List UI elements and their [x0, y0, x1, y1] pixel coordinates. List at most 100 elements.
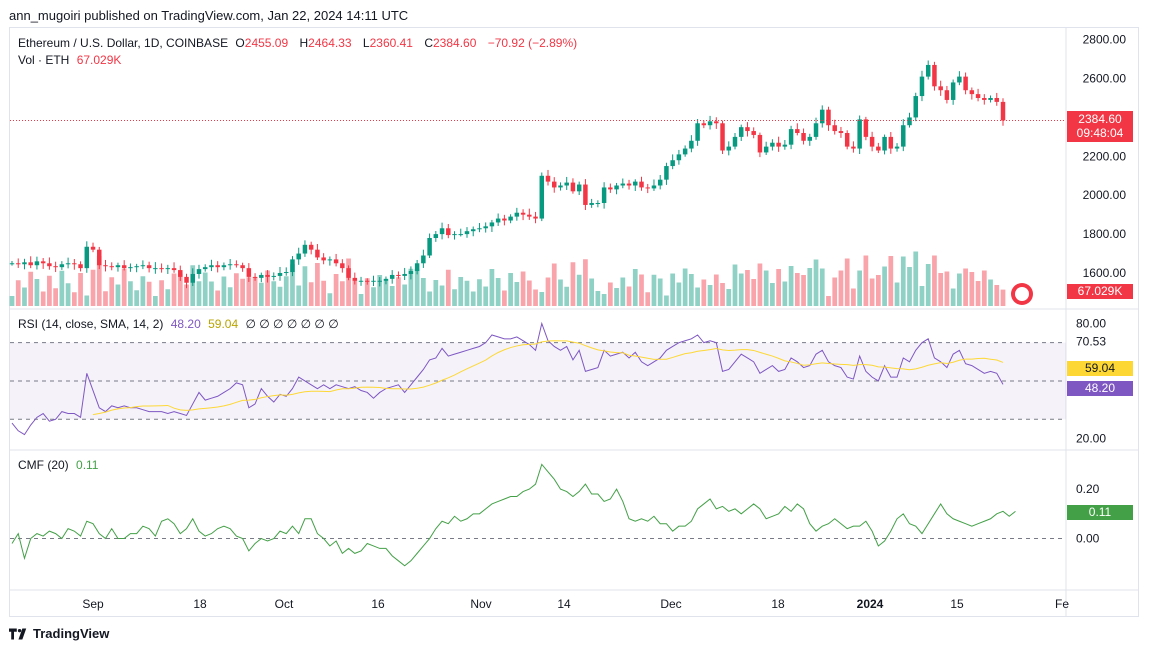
candle-body	[72, 263, 77, 265]
time-tick-label: Fe	[1055, 597, 1069, 611]
volume-bar	[707, 285, 713, 306]
volume-bar	[583, 259, 588, 306]
candle-body	[202, 267, 208, 270]
candle-body	[670, 160, 675, 167]
candle-body	[932, 64, 937, 87]
candle-body	[9, 263, 15, 265]
publisher-line: ann_mugoiri published on TradingView.com…	[9, 8, 409, 23]
candle-body	[59, 264, 65, 268]
candle-body	[352, 277, 358, 281]
volume-bar	[639, 274, 644, 306]
candle-body	[259, 274, 264, 278]
candle-body	[994, 98, 1000, 102]
volume-bar	[234, 273, 239, 306]
candle-body	[651, 185, 657, 189]
candle-body	[601, 187, 607, 203]
candle-body	[209, 265, 214, 268]
volume-bar	[838, 270, 844, 306]
volume-bar	[246, 277, 252, 306]
current-price: 2384.60	[1078, 112, 1122, 126]
volume-bar	[900, 256, 906, 306]
candle-body	[452, 234, 457, 236]
volume-bar	[59, 270, 65, 306]
cmf-label[interactable]: CMF (20)	[18, 458, 69, 472]
volume-bar	[533, 289, 538, 306]
candle-body	[277, 273, 283, 276]
volume-bar	[389, 286, 395, 306]
candle-body	[745, 127, 750, 132]
rsi-sma-badge: 59.04	[1067, 361, 1133, 376]
rsi-value: 48.20	[170, 317, 201, 331]
candle-body	[165, 268, 171, 270]
symbol-label[interactable]: Ethereum / U.S. Dollar, 1D, COINBASE	[18, 36, 229, 50]
candle-body	[308, 244, 314, 250]
volume-bar	[483, 286, 489, 306]
candle-body	[128, 267, 133, 269]
volume-bar	[682, 268, 688, 306]
candle-body	[15, 263, 21, 265]
volume-bar	[65, 283, 71, 306]
volume-bar	[657, 278, 663, 306]
volume-bar	[526, 280, 532, 306]
candle-body	[109, 266, 114, 268]
volume-bar	[726, 289, 732, 306]
candle-body	[726, 146, 732, 151]
candle-body	[676, 154, 682, 161]
candle-body	[857, 119, 862, 149]
volume-bar	[196, 281, 202, 306]
volume-bar	[40, 291, 46, 306]
candle-body	[844, 133, 850, 147]
rsi-legend: RSI (14, close, SMA, 14, 2) 48.20 59.04 …	[18, 317, 343, 331]
volume-bar	[925, 264, 931, 306]
footer-brand[interactable]: TradingView	[9, 626, 109, 641]
open-value: 2455.09	[244, 36, 289, 50]
volume-bar	[184, 284, 189, 306]
candle-body	[439, 228, 445, 235]
candle-body	[701, 123, 707, 126]
cmf-value: 0.11	[76, 458, 99, 472]
volume-bar	[770, 283, 775, 306]
candle-body	[963, 76, 968, 91]
time-tick-label: 15	[950, 597, 964, 611]
candle-body	[950, 82, 956, 100]
volume-bar	[913, 251, 919, 306]
rsi-tick-label: 20.00	[1076, 431, 1106, 445]
volume-bar	[963, 268, 968, 306]
volume-bar	[414, 269, 420, 306]
open-label: O2455.09	[235, 36, 289, 50]
candle-body	[738, 127, 744, 137]
candle-body	[502, 218, 507, 221]
volume-bar	[502, 290, 507, 306]
candle-body	[645, 187, 650, 189]
volume-bar	[763, 270, 769, 306]
volume-label[interactable]: Vol · ETH	[18, 53, 70, 67]
volume-bar	[103, 291, 108, 306]
volume-bar	[545, 277, 551, 306]
candle-body	[714, 121, 719, 124]
volume-bar	[807, 268, 813, 306]
candle-body	[969, 90, 975, 95]
cmf-legend: CMF (20) 0.11	[18, 458, 102, 472]
candle-body	[433, 234, 439, 238]
candle-body	[938, 86, 943, 91]
candle-body	[757, 134, 763, 153]
candle-body	[215, 265, 220, 268]
candle-body	[894, 146, 900, 149]
volume-bar	[364, 278, 370, 306]
volume-bar	[1000, 289, 1006, 306]
candle-body	[576, 184, 582, 192]
volume-bar	[22, 287, 27, 306]
main-legend: Ethereum / U.S. Dollar, 1D, COINBASE O24…	[18, 36, 581, 50]
rsi-label[interactable]: RSI (14, close, SMA, 14, 2)	[18, 317, 164, 331]
current-price-badge: 2384.60 09:48:04	[1067, 111, 1133, 142]
candle-body	[595, 203, 601, 204]
volume-bar	[981, 270, 987, 306]
volume-bar	[738, 273, 744, 306]
candle-body	[40, 261, 46, 264]
volume-bar	[470, 291, 476, 306]
volume-bar	[651, 274, 657, 306]
volume-bar	[128, 281, 133, 306]
volume-bar	[96, 256, 102, 306]
price-tick-label: 2800.00	[1083, 33, 1127, 47]
